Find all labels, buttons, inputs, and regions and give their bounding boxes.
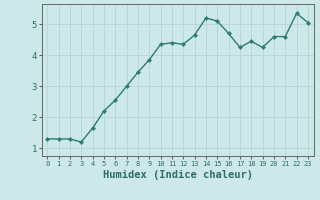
X-axis label: Humidex (Indice chaleur): Humidex (Indice chaleur) bbox=[103, 170, 252, 180]
